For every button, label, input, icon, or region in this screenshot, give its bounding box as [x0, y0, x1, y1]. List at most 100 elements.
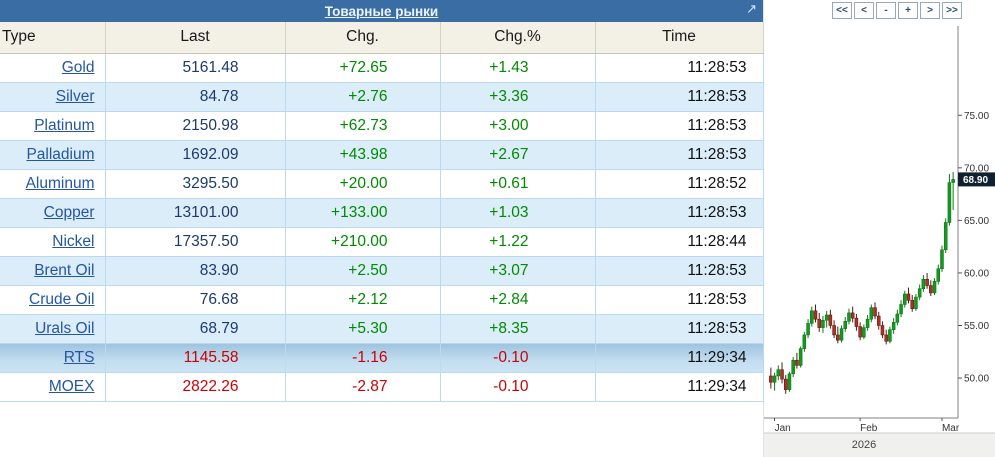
y-axis-label: 50.00	[964, 374, 989, 385]
x-axis-label: Mar	[942, 423, 960, 434]
y-axis-label: 65.00	[964, 216, 989, 227]
time-cell: 11:28:53	[595, 285, 763, 314]
chart-toolbar: <<<-+>>>	[832, 2, 962, 19]
instrument-link[interactable]: Crude Oil	[29, 291, 94, 308]
chart-nav-zoom-out-button[interactable]: -	[876, 2, 896, 19]
last-cell: 5161.48	[105, 53, 285, 82]
table-row-rts: RTS1145.58-1.16-0.1011:29:34	[0, 343, 763, 372]
y-axis-label: 60.00	[964, 268, 989, 279]
chart-nav-step-forward-button[interactable]: >	[920, 2, 940, 19]
table-row-aluminum: Aluminum 3295.50+20.00+0.6111:28:52	[0, 169, 763, 198]
market-table-body: Gold5161.48+72.65+1.4311:28:53Silver84.7…	[0, 53, 763, 401]
widget-title-link[interactable]: Товарные рынки	[325, 4, 438, 19]
table-row-gold: Gold 5161.48+72.65+1.4311:28:53	[0, 53, 763, 82]
chg-cell: +43.98	[285, 140, 440, 169]
chg-cell: +62.73	[285, 111, 440, 140]
table-row-copper: Copper 13101.00+133.00+1.0311:28:53	[0, 198, 763, 227]
chg-cell: +2.50	[285, 256, 440, 285]
column-header-chg-pct: Chg.%	[440, 22, 595, 53]
chg-pct-cell: +1.22	[440, 227, 595, 256]
table-row-crude-oil: Crude Oil 76.68+2.12+2.8411:28:53	[0, 285, 763, 314]
chart-nav-zoom-in-button[interactable]: +	[898, 2, 918, 19]
chg-pct-cell: +1.43	[440, 53, 595, 82]
chg-pct-cell: +0.61	[440, 169, 595, 198]
chg-pct-cell: +1.03	[440, 198, 595, 227]
instrument-cell: Brent Oil	[0, 256, 105, 285]
year-label: 2026	[852, 439, 876, 451]
chg-cell: -1.16	[285, 343, 440, 372]
instrument-link[interactable]: Copper	[44, 204, 95, 221]
instrument-link[interactable]: Nickel	[52, 233, 94, 250]
expand-icon[interactable]: ↗	[746, 2, 757, 15]
instrument-cell: Gold	[0, 53, 105, 82]
widget-title-bar: Товарные рынки ↗	[0, 0, 763, 22]
market-table-section: Товарные рынки ↗ TypeLastChg.Chg.%Time G…	[0, 0, 764, 457]
instrument-cell: Platinum	[0, 111, 105, 140]
last-cell: 1692.09	[105, 140, 285, 169]
instrument-link[interactable]: Gold	[62, 59, 95, 76]
instrument-link[interactable]: Palladium	[26, 146, 94, 163]
chart-nav-step-back-button[interactable]: <	[854, 2, 874, 19]
last-cell: 17357.50	[105, 227, 285, 256]
chart-panel: <<<-+>>> 50.0055.0060.0065.0070.0075.00J…	[764, 0, 995, 457]
instrument-link[interactable]: Brent Oil	[34, 262, 94, 279]
instrument-link[interactable]: RTS	[64, 349, 95, 366]
time-cell: 11:28:53	[595, 198, 763, 227]
x-axis-label: Jan	[775, 423, 791, 434]
instrument-cell: Urals Oil	[0, 314, 105, 343]
last-cell: 76.68	[105, 285, 285, 314]
last-cell: 2150.98	[105, 111, 285, 140]
column-header-last: Last	[105, 22, 285, 53]
table-row-nickel: Nickel17357.50+210.00+1.2211:28:44	[0, 227, 763, 256]
time-cell: 11:28:53	[595, 256, 763, 285]
market-table: TypeLastChg.Chg.%Time Gold5161.48+72.65+…	[0, 22, 764, 402]
year-strip	[764, 433, 995, 457]
last-cell: 13101.00	[105, 198, 285, 227]
chg-cell: +133.00	[285, 198, 440, 227]
chg-pct-cell: +2.84	[440, 285, 595, 314]
x-axis-label: Feb	[860, 423, 878, 434]
last-cell: 68.79	[105, 314, 285, 343]
last-cell: 2822.26	[105, 372, 285, 401]
time-cell: 11:28:53	[595, 82, 763, 111]
candles	[769, 172, 954, 394]
instrument-cell: Copper	[0, 198, 105, 227]
chg-pct-cell: +2.67	[440, 140, 595, 169]
chg-cell: +2.12	[285, 285, 440, 314]
chg-pct-cell: +8.35	[440, 314, 595, 343]
table-row-platinum: Platinum 2150.98+62.73+3.0011:28:53	[0, 111, 763, 140]
chg-cell: +5.30	[285, 314, 440, 343]
instrument-cell: Aluminum	[0, 169, 105, 198]
instrument-link[interactable]: Aluminum	[26, 175, 95, 192]
instrument-link[interactable]: MOEX	[49, 378, 95, 395]
column-header-type: Type	[0, 22, 105, 53]
instrument-link[interactable]: Urals Oil	[35, 320, 94, 337]
chg-cell: +2.76	[285, 82, 440, 111]
time-cell: 11:28:53	[595, 140, 763, 169]
time-cell: 11:28:53	[595, 111, 763, 140]
svg-text:68.90: 68.90	[963, 175, 988, 186]
instrument-link[interactable]: Silver	[56, 88, 95, 105]
time-cell: 11:28:53	[595, 53, 763, 82]
last-cell: 3295.50	[105, 169, 285, 198]
chart-nav-rewind-button[interactable]: <<	[832, 2, 852, 19]
instrument-cell: Silver	[0, 82, 105, 111]
chg-cell: +20.00	[285, 169, 440, 198]
chg-cell: +72.65	[285, 53, 440, 82]
instrument-cell: RTS	[0, 343, 105, 372]
table-row-palladium: Palladium 1692.09+43.98+2.6711:28:53	[0, 140, 763, 169]
chart-nav-fast-forward-button[interactable]: >>	[942, 2, 962, 19]
instrument-cell: Crude Oil	[0, 285, 105, 314]
chart-axes: 50.0055.0060.0065.0070.0075.00JanFebMar	[764, 26, 989, 434]
chg-pct-cell: +3.00	[440, 111, 595, 140]
instrument-link[interactable]: Platinum	[34, 117, 94, 134]
time-cell: 11:29:34	[595, 372, 763, 401]
chg-pct-cell: -0.10	[440, 372, 595, 401]
time-cell: 11:28:52	[595, 169, 763, 198]
table-header-row: TypeLastChg.Chg.%Time	[0, 22, 763, 53]
instrument-cell: MOEX	[0, 372, 105, 401]
table-row-brent-oil: Brent Oil83.90+2.50+3.0711:28:53	[0, 256, 763, 285]
last-cell: 83.90	[105, 256, 285, 285]
time-cell: 11:29:34	[595, 343, 763, 372]
table-row-urals-oil: Urals Oil68.79+5.30+8.3511:28:53	[0, 314, 763, 343]
